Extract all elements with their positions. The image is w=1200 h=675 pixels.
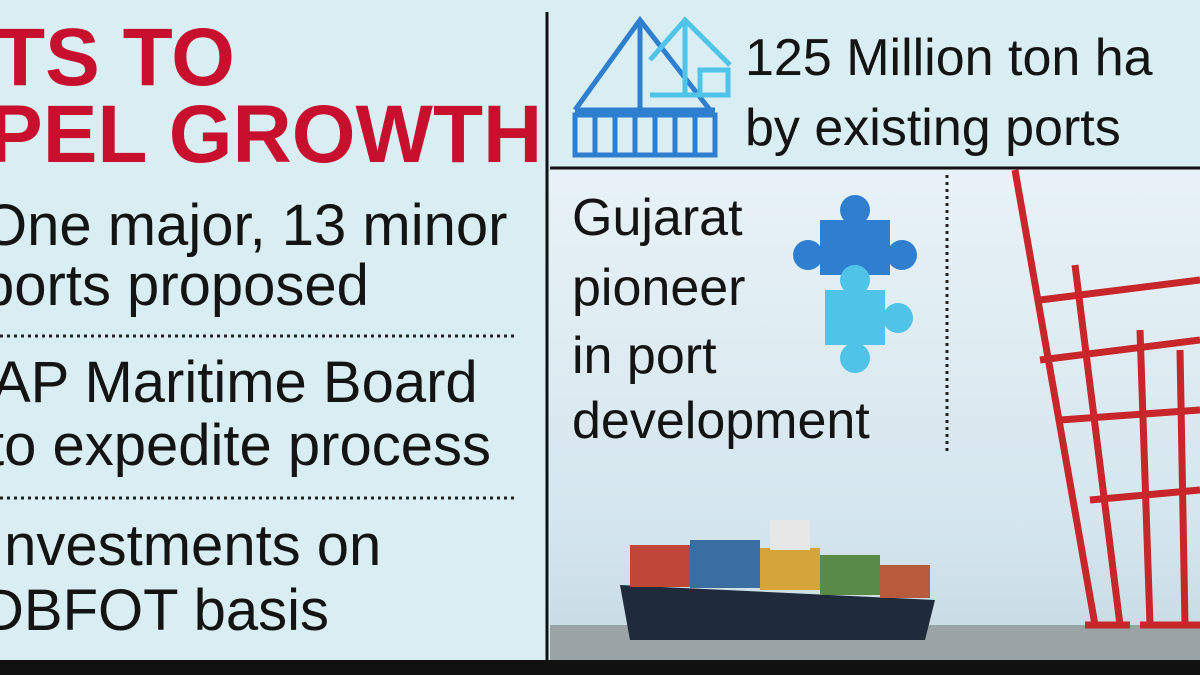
- capacity-text: by existing ports: [745, 99, 1121, 157]
- headline: TS TO: [0, 12, 235, 103]
- puzzle-icon: [793, 195, 917, 373]
- crane-icon: [572, 15, 732, 158]
- point-text: One major, 13 minor: [0, 193, 507, 258]
- note-text: development: [572, 392, 870, 450]
- point-text: AP Maritime Board: [0, 350, 478, 415]
- point-text: DBFOT basis: [0, 578, 329, 643]
- cranes: [1011, 169, 1200, 629]
- note-text: pioneer: [572, 259, 745, 317]
- capacity-text: 125 Million ton ha: [745, 29, 1153, 87]
- ship: [620, 520, 935, 640]
- headline: PEL GROWTH: [0, 89, 542, 180]
- bottom-bar: [0, 660, 1200, 675]
- note-text: in port: [572, 327, 717, 385]
- point-text: to expedite process: [0, 413, 491, 478]
- note-text: Gujarat: [572, 189, 743, 247]
- point-text: Investments on: [0, 513, 381, 578]
- point-text: ports proposed: [0, 253, 369, 318]
